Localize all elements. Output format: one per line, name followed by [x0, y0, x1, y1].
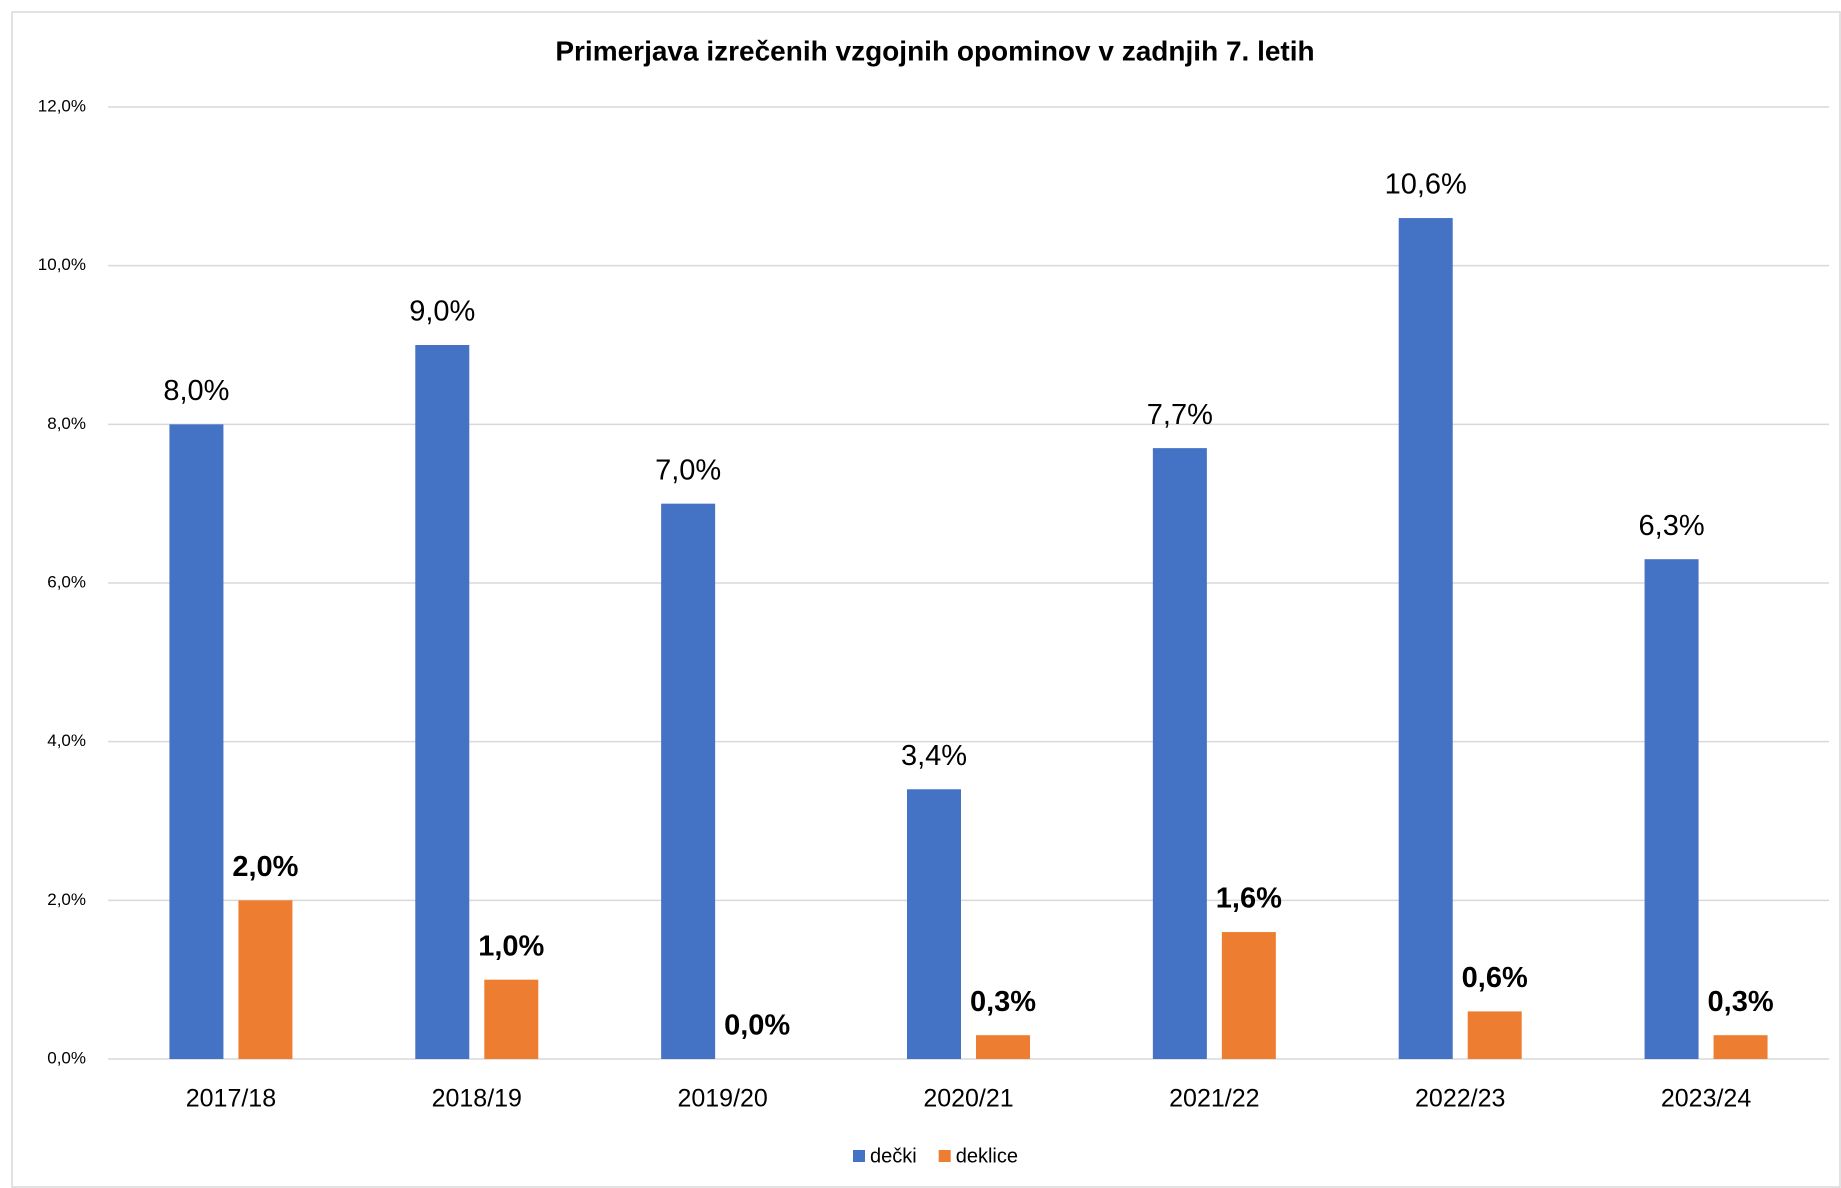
y-tick-label: 8,0% [47, 414, 86, 433]
bar [238, 900, 293, 1059]
legend-label: dečki [870, 1145, 917, 1167]
data-label: 6,3% [1639, 510, 1705, 542]
data-label: 1,6% [1216, 883, 1282, 915]
bar [661, 503, 716, 1060]
chart-title: Primerjava izrečenih vzgojnih opominov v… [555, 35, 1314, 66]
y-tick-label: 2,0% [47, 890, 86, 909]
bar [484, 979, 539, 1059]
legend-swatch [938, 1150, 951, 1162]
bar [1398, 218, 1453, 1060]
data-label: 2,0% [232, 851, 298, 883]
y-tick-label: 4,0% [47, 731, 86, 750]
data-label: 7,0% [655, 454, 721, 486]
data-label: 8,0% [163, 375, 229, 407]
bar [1467, 1011, 1522, 1059]
y-tick-label: 10,0% [38, 255, 86, 274]
x-tick-label: 2018/19 [432, 1085, 522, 1113]
x-tick-label: 2020/21 [923, 1085, 1013, 1113]
data-label: 0,3% [970, 986, 1036, 1018]
x-tick-label: 2022/23 [1415, 1085, 1505, 1113]
bar [1713, 1035, 1768, 1059]
data-label: 0,0% [724, 1010, 790, 1042]
bar [169, 424, 224, 1059]
x-tick-label: 2021/22 [1169, 1085, 1259, 1113]
data-label: 7,7% [1147, 399, 1213, 431]
data-label: 0,3% [1708, 986, 1774, 1018]
legend-label: deklice [956, 1145, 1018, 1167]
bar [1644, 559, 1699, 1059]
data-label: 10,6% [1385, 169, 1467, 201]
x-tick-label: 2023/24 [1661, 1085, 1751, 1113]
bar [1152, 448, 1207, 1060]
y-tick-label: 6,0% [47, 572, 86, 591]
legend-swatch [853, 1150, 865, 1162]
y-tick-label: 12,0% [38, 96, 86, 115]
x-tick-label: 2019/20 [677, 1085, 767, 1113]
bar [1221, 932, 1276, 1059]
data-label: 0,6% [1462, 962, 1528, 994]
bar [415, 345, 470, 1059]
y-tick-label: 0,0% [47, 1048, 86, 1067]
bar [907, 789, 961, 1059]
data-label: 3,4% [901, 740, 967, 772]
x-tick-label: 2017/18 [186, 1085, 276, 1113]
data-label: 1,0% [478, 930, 544, 962]
data-label: 9,0% [409, 296, 475, 328]
bar [976, 1035, 1030, 1059]
